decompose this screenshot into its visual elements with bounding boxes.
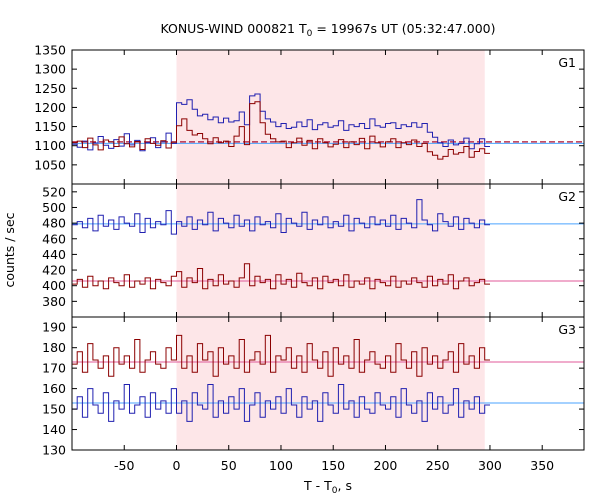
x-axis-label: T - T0, s <box>303 478 352 496</box>
y-tick-label: 170 <box>42 361 66 376</box>
series-blue-panel-1 <box>72 93 490 152</box>
y-axis-label: counts / sec <box>2 212 17 287</box>
chart-title: KONUS-WIND 000821 T0 = 19967s UT (05:32:… <box>160 21 495 39</box>
series-blue-panel-2 <box>72 199 490 235</box>
y-tick-label: 1250 <box>34 81 66 96</box>
series-red-panel-3 <box>72 334 490 377</box>
y-tick-label: 460 <box>42 231 66 246</box>
y-tick-label: 160 <box>42 381 66 396</box>
y-tick-label: 500 <box>42 200 66 215</box>
y-tick-label: 1100 <box>34 138 66 153</box>
highlight-interval-panel-1 <box>176 50 485 184</box>
y-tick-label: 440 <box>42 247 66 262</box>
x-tick-label: 0 <box>173 458 181 473</box>
highlight-interval-panel-2 <box>176 184 485 317</box>
x-tick-label: 350 <box>530 458 554 473</box>
y-tick-label: 1300 <box>34 62 66 77</box>
series-red-panel-2 <box>72 263 490 290</box>
x-tick-label: 50 <box>221 458 237 473</box>
x-tick-label: 100 <box>269 458 293 473</box>
y-tick-label: 420 <box>42 263 66 278</box>
y-tick-label: 520 <box>42 184 66 199</box>
series-blue-panel-3 <box>72 384 490 422</box>
highlight-interval-panel-3 <box>176 317 485 450</box>
y-tick-label: 180 <box>42 340 66 355</box>
y-tick-label: 140 <box>42 422 66 437</box>
panel-frame-3 <box>71 316 585 451</box>
y-tick-label: 150 <box>42 402 66 417</box>
y-tick-label: 130 <box>42 443 66 458</box>
y-tick-label: 1350 <box>34 43 66 58</box>
panel-label: G1 <box>558 55 576 70</box>
y-tick-label: 1050 <box>34 157 66 172</box>
x-tick-label: 300 <box>478 458 502 473</box>
panel-label: G2 <box>558 189 576 204</box>
x-tick-label: 250 <box>426 458 450 473</box>
y-tick-label: 1150 <box>34 119 66 134</box>
y-tick-label: 380 <box>42 294 66 309</box>
x-tick-label: 200 <box>374 458 398 473</box>
y-tick-label: 190 <box>42 320 66 335</box>
y-tick-label: 1200 <box>34 100 66 115</box>
x-tick-label: 150 <box>321 458 345 473</box>
plot-layer: 1050110011501200125013001350G13804004204… <box>34 43 585 473</box>
x-tick-label: -50 <box>114 458 134 473</box>
panel-label: G3 <box>558 322 576 337</box>
y-tick-label: 480 <box>42 216 66 231</box>
y-tick-label: 400 <box>42 278 66 293</box>
series-red-panel-1 <box>72 101 490 160</box>
